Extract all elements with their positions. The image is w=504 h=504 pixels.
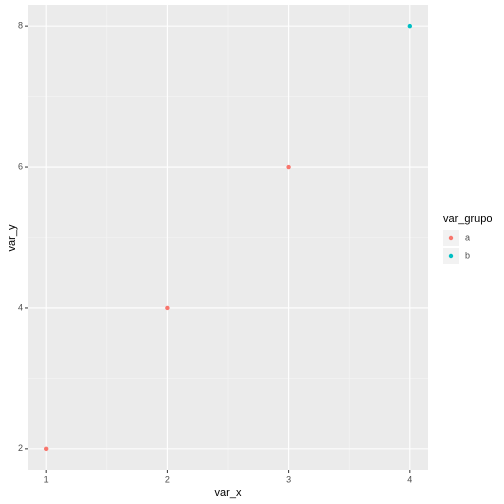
legend-label: b (465, 250, 470, 260)
y-tick-label: 2 (18, 443, 23, 453)
x-tick-label: 1 (44, 474, 49, 484)
y-tick-label: 6 (18, 161, 23, 171)
x-tick-label: 4 (407, 474, 412, 484)
grid (28, 5, 428, 470)
point (43, 446, 49, 452)
legend-swatch (448, 235, 454, 241)
point (165, 305, 170, 311)
legend-label: a (465, 232, 470, 242)
y-tick-label: 8 (18, 21, 23, 31)
legend-title: var_grupo (443, 213, 493, 225)
point (286, 164, 291, 170)
legend-swatch (448, 253, 454, 259)
point (407, 23, 413, 29)
marks (43, 23, 413, 452)
x-tick-label: 2 (165, 474, 170, 484)
x-axis-title: var_x (215, 487, 242, 499)
x-tick-label: 3 (286, 474, 291, 484)
y-tick-label: 4 (18, 302, 23, 312)
y-axis-title: var_y (6, 224, 18, 251)
